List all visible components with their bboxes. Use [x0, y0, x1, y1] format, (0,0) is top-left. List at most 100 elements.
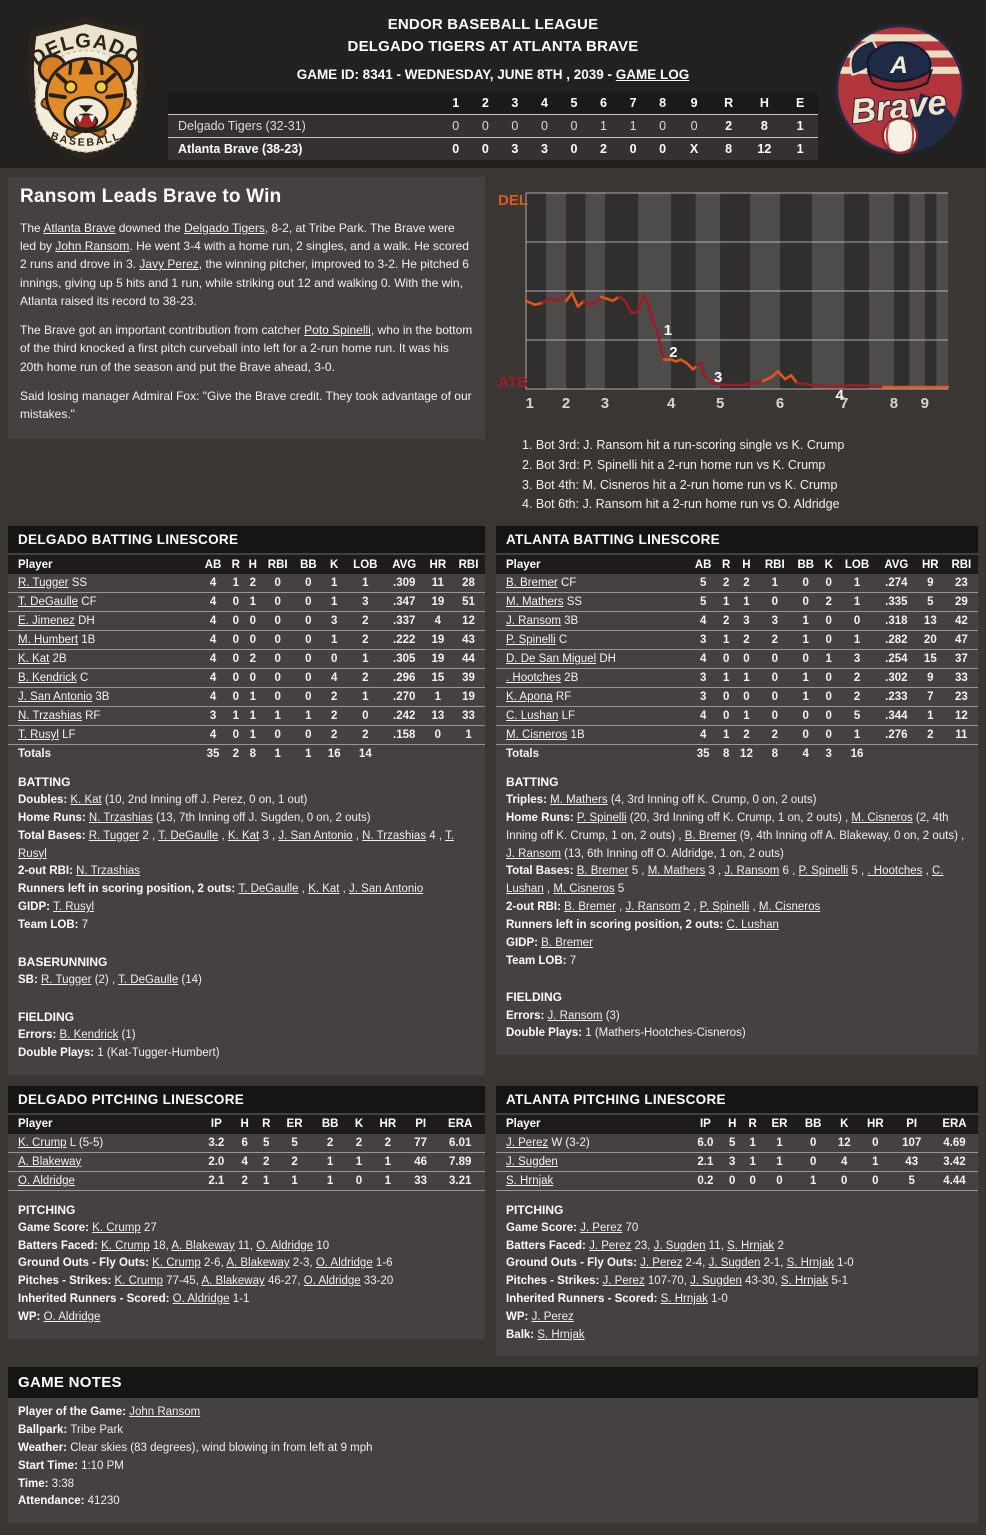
player-link[interactable]: N. Trzashias [362, 829, 427, 842]
player-link[interactable]: K. Crump [152, 1257, 201, 1270]
player-link[interactable]: N. Trzashias [18, 710, 82, 722]
player-link[interactable]: S. Hrnjak [660, 1292, 708, 1305]
delgado-pitching-title: DELGADO PITCHING LINESCORE [8, 1085, 485, 1113]
note-label: GIDP: [18, 901, 54, 914]
player-link[interactable]: P. Spinelli [699, 901, 750, 914]
player-link[interactable]: R. Tugger [88, 829, 140, 842]
player-link[interactable]: J. Perez [580, 1221, 623, 1234]
player-link[interactable]: M. Cisneros [553, 883, 615, 896]
table-cell: 35 [206, 748, 220, 760]
player-link[interactable]: N. Trzashias [76, 865, 141, 878]
player-link[interactable]: T. DeGaulle [158, 829, 219, 842]
player-link[interactable]: R. Tugger [18, 577, 69, 589]
player-link[interactable]: T. DeGaulle [18, 596, 79, 608]
player-link[interactable]: A. Blakeway [171, 1239, 235, 1252]
player-link[interactable]: Poto Spinelli [304, 323, 371, 338]
player-link[interactable]: J. Perez [589, 1239, 632, 1252]
player-link[interactable]: T. DeGaulle [118, 973, 179, 986]
player-link[interactable]: J. Ransom [724, 865, 780, 878]
table-cell: 4 [198, 611, 228, 631]
player-link[interactable]: K. Kat [70, 794, 102, 807]
player-link[interactable]: N. Trzashias [88, 812, 153, 824]
player-link[interactable]: T. Rusyl [18, 729, 59, 741]
player-link[interactable]: O. Aldridge [315, 1257, 373, 1270]
player-link[interactable]: K. Kat [18, 653, 50, 665]
player-link[interactable]: J. San Antonio [278, 829, 353, 842]
player-link[interactable]: K. Apona [506, 691, 553, 703]
player-link[interactable]: Javy Perez [139, 257, 199, 272]
player-link[interactable]: K. Kat [308, 883, 340, 896]
note-label: Home Runs: [18, 812, 89, 824]
player-link[interactable]: J. Sugden [690, 1275, 742, 1288]
player-link[interactable]: J. Ransom [547, 1009, 603, 1022]
player-link[interactable]: A. Blakeway [226, 1257, 290, 1270]
player-link[interactable]: J. Perez [506, 1136, 549, 1149]
player-link[interactable]: T. Rusyl [53, 901, 95, 914]
player-link[interactable]: J. Ransom [506, 615, 561, 627]
game-log-link[interactable]: GAME LOG [615, 66, 690, 82]
player-link[interactable]: B. Kendrick [59, 1028, 119, 1041]
player-link[interactable]: B. Bremer [564, 901, 616, 914]
player-link[interactable]: J. Sugden [506, 1155, 558, 1168]
player-link[interactable]: C. Lushan [726, 918, 779, 931]
table-cell: 0 [244, 630, 262, 650]
svg-text:3: 3 [714, 369, 722, 386]
player-link[interactable]: C. Lushan [506, 865, 944, 896]
player-link[interactable]: S. Hrnjak [727, 1239, 775, 1252]
player-link[interactable]: O. Aldridge [172, 1292, 230, 1305]
player-link[interactable]: S. Hrnjak [506, 1174, 554, 1187]
player-link[interactable]: O. Aldridge [256, 1239, 314, 1252]
player-link[interactable]: John Ransom [129, 1406, 201, 1419]
player-link[interactable]: C. Lushan [506, 710, 559, 722]
player-link[interactable]: D. De San Miguel [506, 653, 597, 665]
player-link[interactable]: M. Humbert [18, 634, 79, 646]
player-link[interactable]: J. San Antonio [349, 883, 424, 896]
player-link[interactable]: A. Blakeway [201, 1275, 265, 1288]
player-link[interactable]: K. Crump [18, 1136, 67, 1149]
player-link[interactable]: . Hootches [867, 865, 923, 878]
player-link[interactable]: K. Kat [227, 829, 260, 842]
player-link[interactable]: J. Perez [531, 1310, 574, 1323]
player-link[interactable]: R. Tugger [41, 973, 92, 986]
player-link[interactable]: . Hootches [506, 672, 561, 684]
player-link[interactable]: J. Ransom [506, 847, 561, 860]
player-link[interactable]: M. Mathers [506, 596, 564, 608]
player-link[interactable]: P. Spinelli [506, 634, 556, 646]
player-link[interactable]: S. Hrnjak [537, 1328, 585, 1341]
player-link[interactable]: J. San Antonio [18, 691, 93, 703]
player-link[interactable]: E. Jimenez [18, 615, 75, 627]
player-link[interactable]: J. Perez [602, 1275, 645, 1288]
player-link[interactable]: M. Mathers [550, 794, 608, 807]
player-link[interactable]: J. Perez [640, 1257, 683, 1270]
player-link[interactable]: S. Hrnjak [786, 1257, 834, 1270]
player-link[interactable]: M. Mathers [647, 865, 706, 878]
player-link[interactable]: B. Kendrick [18, 672, 77, 684]
player-link[interactable]: B. Bremer [576, 865, 629, 878]
player-link[interactable]: P. Spinelli [798, 865, 849, 878]
player-link[interactable]: B. Bremer [684, 829, 737, 842]
player-link[interactable]: A. Blakeway [18, 1155, 82, 1168]
player-link[interactable]: K. Crump [114, 1275, 164, 1288]
player-link[interactable]: B. Bremer [541, 936, 593, 949]
player-link[interactable]: M. Cisneros [851, 812, 913, 824]
player-link[interactable]: T. DeGaulle [238, 883, 299, 896]
player-link[interactable]: P. Spinelli [576, 812, 627, 824]
player-link[interactable]: K. Crump [101, 1239, 150, 1252]
player-link[interactable]: M. Cisneros [506, 729, 568, 741]
table-row: S. Hrnjak 0.2 0 0 0 1 0 0 5 4.44 [496, 1171, 978, 1191]
player-link[interactable]: B. Bremer [506, 577, 558, 589]
player-link[interactable]: K. Crump [92, 1221, 141, 1234]
player-link[interactable]: O. Aldridge [43, 1310, 101, 1323]
table-cell: 0 [345, 706, 385, 726]
player-link[interactable]: S. Hrnjak [780, 1275, 829, 1288]
player-link[interactable]: T. Rusyl [18, 829, 455, 860]
player-link[interactable]: J. Ransom [625, 901, 681, 914]
player-link[interactable]: O. Aldridge [18, 1174, 75, 1187]
player-link[interactable]: Delgado Tigers [184, 221, 265, 235]
player-link[interactable]: J. Sugden [708, 1257, 761, 1270]
player-link[interactable]: J. Sugden [653, 1239, 706, 1252]
player-link[interactable]: M. Cisneros [758, 901, 821, 914]
player-link[interactable]: O. Aldridge [303, 1275, 361, 1288]
player-link[interactable]: John Ransom [55, 239, 130, 254]
player-link[interactable]: Atlanta Brave [43, 221, 116, 235]
